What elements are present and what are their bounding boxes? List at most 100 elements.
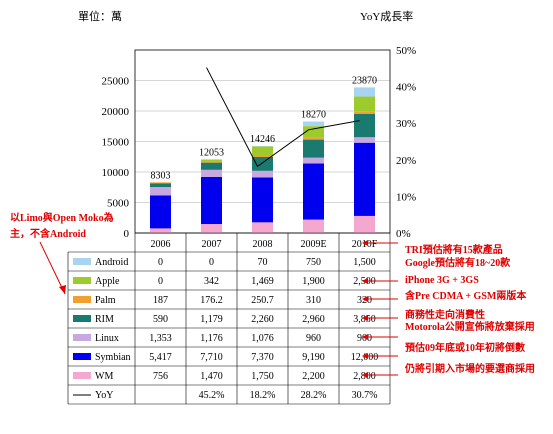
table-cell: 750 [306, 257, 321, 268]
right-note: 含Pre CDMA + GSM兩版本 [405, 289, 527, 302]
yoy-series-line [206, 67, 360, 168]
bar-apple-2010f [354, 96, 375, 112]
legend-label-wm: WM [95, 371, 113, 382]
left-note-arrowhead [59, 285, 66, 294]
legend-swatch-symbian [73, 353, 91, 360]
y2-axis-ticks: 0% 10% 20% 30% 40% 50% [396, 45, 416, 240]
bar-rim-2009e [303, 139, 324, 158]
table-cell: 0 [158, 257, 163, 268]
table-cell: 756 [153, 371, 168, 382]
left-note-arrow [39, 241, 66, 295]
left-note-line-2: 主，不含Android [10, 227, 86, 240]
table-cell: 0 [209, 257, 214, 268]
right-note: 仍將引期入市場的要選商採用 [404, 362, 535, 375]
table-cell: 1,353 [149, 333, 172, 344]
yoy-cell: 28.2% [301, 390, 327, 401]
table-cell: 70 [258, 257, 268, 268]
table-cell: 2,200 [302, 371, 325, 382]
total-label: 8303 [151, 170, 171, 181]
y2-tick-label: 0% [396, 228, 411, 240]
table-cell: 590 [153, 314, 168, 325]
y2-tick-label: 10% [396, 191, 416, 203]
bar-palm-2006 [150, 182, 171, 184]
table-cell: 1,470 [200, 371, 223, 382]
bar-apple-2009e [303, 126, 324, 138]
y2-tick-label: 20% [396, 155, 416, 167]
bar-palm-2008 [252, 155, 273, 158]
bar-apple-2007 [201, 159, 222, 162]
right-note: 預估09年底或10年初將倒數 [405, 341, 525, 354]
y2-tick-label: 40% [396, 82, 416, 94]
bar-symbian-2008 [252, 177, 273, 223]
bar-linux-2008 [252, 170, 273, 178]
right-note: Motorola公開宣佈將放棄採用 [405, 320, 535, 333]
bar-rim-2007 [201, 162, 222, 170]
table-cell: 2,960 [302, 314, 325, 325]
y2-tick-label: 30% [396, 118, 416, 130]
bar-palm-2010f [354, 111, 375, 114]
table-cell: 5,417 [149, 352, 172, 363]
left-annotation: 以Limo與Open Moko為 主，不含Android [10, 211, 114, 295]
legend-label-palm: Palm [95, 295, 116, 306]
y-tick-label: 15000 [102, 137, 130, 149]
bar-rim-2008 [252, 157, 273, 171]
left-note-line-1: 以Limo與Open Moko為 [10, 211, 114, 224]
yoy-cell: 18.2% [250, 390, 276, 401]
note-arrowhead [362, 240, 368, 246]
total-label: 23870 [352, 75, 377, 86]
yoy-line [206, 67, 360, 168]
table-cell: 310 [306, 295, 321, 306]
bar-linux-2010f [354, 137, 375, 143]
total-label: 12053 [199, 147, 224, 158]
table-cell: 12,000 [351, 352, 379, 363]
bar-rim-2006 [150, 183, 171, 188]
table-cell: 320 [357, 295, 372, 306]
right-note: 商務性走向消費性 [405, 308, 485, 321]
y2-tick-label: 50% [396, 45, 416, 57]
y-tick-label: 25000 [102, 76, 130, 88]
legend-label-yoy: YoY [95, 390, 113, 401]
bar-symbian-2007 [201, 177, 222, 225]
total-label: 14246 [250, 134, 275, 145]
legend-label-android: Android [95, 257, 128, 268]
note-arrowhead [362, 296, 368, 302]
right-note: TRI預估將有15款產品 [405, 243, 503, 256]
table-cell: 1,076 [251, 333, 274, 344]
total-labels: 8303 12053 14246 18270 23870 [151, 75, 378, 181]
table-cell: 1,469 [251, 276, 274, 287]
table-cell: 3,850 [353, 314, 376, 325]
bar-palm-2009e [303, 137, 324, 140]
table-cell: 250.7 [251, 295, 274, 306]
bar-linux-2007 [201, 169, 222, 178]
bar-wm-2009e [303, 219, 324, 233]
y-axis-ticks: 0 5000 10000 15000 20000 25000 [102, 76, 130, 241]
table-cell: 1,900 [302, 276, 325, 287]
bar-android-2009e [303, 121, 324, 127]
table-cell: 960 [306, 333, 321, 344]
bars [150, 87, 375, 233]
right-note: Google預估將有18~20款 [405, 256, 511, 269]
bar-symbian-2010f [354, 142, 375, 216]
legend-swatch-apple [73, 277, 91, 284]
bar-wm-2010f [354, 215, 375, 233]
unit-label: 單位：萬 [78, 9, 122, 23]
bar-wm-2008 [252, 222, 273, 233]
y-tick-label: 20000 [102, 106, 130, 118]
data-table: 2006 2007 2008 2009E 2010F Android 0 0 70 750 1,50… [67, 232, 391, 405]
table-cell: 2,260 [251, 314, 274, 325]
y-tick-label: 5000 [107, 198, 130, 210]
table-cell: 9,190 [302, 352, 325, 363]
bar-wm-2007 [201, 224, 222, 233]
legend-label-apple: Apple [95, 276, 120, 287]
table-cell: 1,500 [353, 257, 376, 268]
note-arrowhead [362, 353, 368, 359]
bar-palm-2007 [201, 161, 222, 163]
legend-swatch-rim [73, 315, 91, 322]
gridlines [135, 80, 390, 203]
bar-wm-2006 [150, 228, 171, 233]
legend-label-symbian: Symbian [95, 352, 131, 363]
legend-swatch-android [73, 258, 91, 265]
category-label: 2010F [352, 239, 378, 250]
category-label: 2009E [300, 239, 326, 250]
